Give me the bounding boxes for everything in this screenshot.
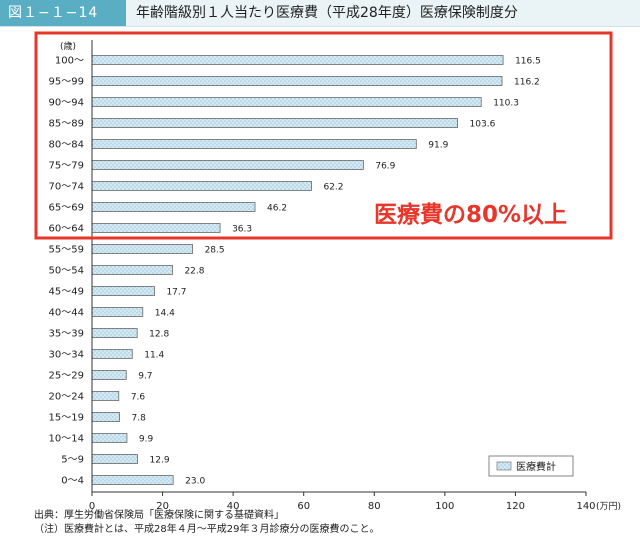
bar-value-label: 7.6 (131, 393, 146, 403)
highlight-box (34, 31, 613, 240)
bar-value-label: 12.8 (149, 330, 169, 340)
bar (91, 454, 138, 464)
source-note: 出典：厚生労働省保険局「医療保険に関する基礎資料」 (34, 510, 284, 521)
figure-footer: 出典：厚生労働省保険局「医療保険に関する基礎資料」 （注）医療費計とは、平成28… (34, 509, 379, 537)
bar-value-label: 28.5 (205, 246, 225, 256)
highlight-group: 医療費の80%以上 (34, 31, 613, 240)
bar (91, 349, 133, 359)
bar-value-label: 22.8 (184, 267, 204, 277)
legend-swatch (496, 461, 512, 471)
x-unit-label: (万円) (596, 501, 621, 512)
category-label: 55～59 (49, 245, 84, 256)
figure-header: 図１−１−14 年齢階級別１人当たり医療費（平成28年度）医療保険制度分 (0, 0, 640, 27)
category-label: 0～4 (61, 476, 84, 487)
category-label: 25～29 (49, 371, 84, 382)
x-tick-label: 40 (227, 501, 240, 512)
x-tick-label: 120 (506, 501, 525, 512)
bar (91, 97, 482, 107)
bar (91, 475, 174, 485)
bar (91, 307, 144, 317)
category-label: 70～74 (49, 182, 84, 193)
category-label: 90～94 (49, 98, 84, 109)
bar (91, 412, 120, 422)
bar-value-label: 62.2 (323, 183, 343, 193)
bar-value-label: 116.2 (514, 78, 540, 88)
category-label: 85～89 (49, 119, 84, 130)
x-tick-label: 20 (156, 501, 169, 512)
bar-value-label: 103.6 (470, 120, 496, 130)
bar (91, 433, 128, 443)
category-label: 100～ (55, 56, 84, 67)
bar-value-label: 9.9 (139, 435, 154, 445)
category-label: 60～64 (49, 224, 84, 235)
category-label: 35～39 (49, 329, 84, 340)
category-label: 10～14 (49, 434, 84, 445)
bar (91, 391, 120, 401)
category-label: 5～9 (61, 455, 84, 466)
category-label: 40～44 (49, 308, 84, 319)
bar (91, 76, 503, 86)
bar-value-label: 110.3 (493, 99, 519, 109)
category-label: 15～19 (49, 413, 84, 424)
bar-value-label: 9.7 (138, 372, 152, 382)
figure-number: 図１−１−14 (0, 0, 126, 26)
footnote: （注）医療費計とは、平成28年４月～平成29年３月診療分の医療費のこと。 (34, 524, 380, 535)
bar (91, 202, 256, 212)
bar-value-label: 76.9 (375, 162, 395, 172)
bar (91, 139, 417, 149)
category-label: 75～79 (49, 161, 84, 172)
category-label: 20～24 (49, 392, 84, 403)
bar (91, 223, 221, 233)
category-label: 95～99 (49, 77, 84, 88)
x-tick-label: 0 (89, 501, 95, 512)
bar (91, 286, 155, 296)
category-label: 80～84 (49, 140, 84, 151)
bar (91, 370, 127, 380)
category-label: 45～49 (49, 287, 84, 298)
bar (91, 160, 364, 170)
bar (91, 55, 504, 65)
bar (91, 181, 312, 191)
highlight-label: 医療費の80%以上 (374, 201, 567, 228)
legend-label: 医療費計 (516, 460, 556, 473)
y-unit-label: (歳) (60, 40, 76, 52)
bar (91, 328, 138, 338)
bar-value-label: 116.5 (515, 57, 541, 67)
bar-value-label: 7.8 (132, 414, 147, 424)
legend: 医療費計 (488, 455, 574, 477)
x-tick-label: 60 (297, 501, 310, 512)
bar (91, 244, 193, 254)
bar-value-label: 36.3 (232, 225, 252, 235)
x-tick-label: 80 (368, 501, 381, 512)
bar (91, 265, 173, 275)
bar-value-label: 11.4 (144, 351, 164, 361)
category-label: 65～69 (49, 203, 84, 214)
category-label: 30～34 (49, 350, 84, 361)
bar-value-label: 17.7 (166, 288, 186, 298)
x-tick-label: 140 (576, 501, 595, 512)
bar-value-label: 23.0 (185, 477, 205, 487)
bar (91, 118, 458, 128)
figure-title: 年齢階級別１人当たり医療費（平成28年度）医療保険制度分 (136, 5, 518, 21)
bar-value-label: 46.2 (267, 204, 287, 214)
category-label: 50～54 (49, 266, 84, 277)
bar-value-label: 91.9 (428, 141, 448, 151)
bar-value-label: 12.9 (150, 456, 170, 466)
x-tick-label: 100 (435, 501, 454, 512)
bar-value-label: 14.4 (155, 309, 175, 319)
